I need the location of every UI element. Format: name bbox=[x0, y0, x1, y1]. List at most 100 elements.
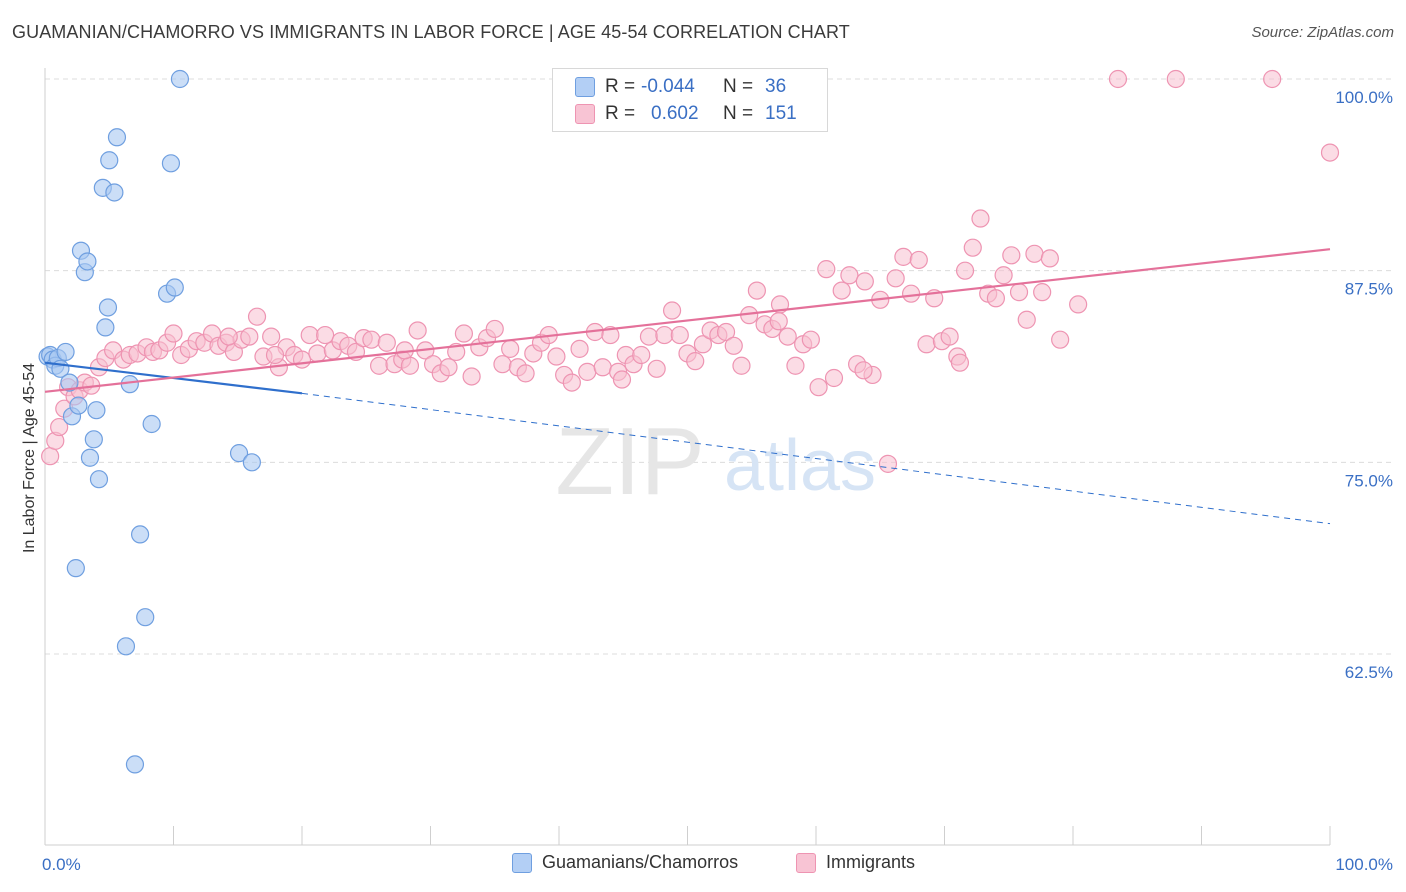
guamanian-point bbox=[105, 183, 124, 202]
immigrants-point bbox=[50, 417, 69, 437]
bottom-legend-label-guamanian: Guamanians/Chamorros bbox=[542, 852, 739, 872]
guamanian-point bbox=[78, 252, 97, 271]
immigrants-point bbox=[1002, 246, 1021, 265]
immigrants-point bbox=[647, 359, 666, 378]
immigrants-point bbox=[439, 358, 458, 377]
immigrants-point bbox=[593, 358, 612, 377]
legend-n-value: 36 bbox=[765, 76, 787, 97]
immigrants-point bbox=[670, 325, 689, 345]
immigrants-point bbox=[716, 322, 736, 342]
immigrants-point bbox=[516, 364, 535, 383]
watermark-atlas: atlas bbox=[724, 426, 876, 506]
watermark: ZIP atlas bbox=[555, 408, 876, 515]
immigrants-point bbox=[886, 269, 905, 288]
immigrants-point bbox=[262, 327, 281, 346]
immigrants-point bbox=[1108, 69, 1128, 89]
x-tick-label: 100.0% bbox=[1335, 855, 1393, 874]
guamanian-point bbox=[229, 444, 249, 463]
guamanian-point bbox=[107, 128, 127, 147]
guamanian-point bbox=[165, 278, 184, 297]
immigrants-point bbox=[778, 327, 797, 346]
immigrants-point bbox=[1025, 244, 1044, 263]
legend-r-value: 0.602 bbox=[651, 103, 699, 124]
guamanian-point bbox=[130, 525, 150, 544]
immigrants-point bbox=[370, 356, 389, 375]
immigrants-point bbox=[855, 272, 874, 291]
immigrants-point bbox=[1320, 143, 1340, 162]
immigrants-point bbox=[878, 454, 898, 473]
immigrants-point bbox=[950, 353, 970, 372]
immigrants-point bbox=[501, 339, 520, 358]
immigrants-point bbox=[809, 378, 828, 397]
guamanian-point bbox=[60, 373, 79, 392]
bottom-legend-swatch-pink bbox=[796, 852, 816, 873]
immigrants-point bbox=[570, 339, 589, 358]
immigrants-point bbox=[724, 336, 743, 355]
immigrants-point bbox=[41, 447, 60, 466]
guamanian-point bbox=[87, 401, 106, 420]
y-axis-label: In Labor Force | Age 45-54 bbox=[21, 362, 38, 554]
immigrants-point bbox=[824, 368, 844, 388]
immigrants-point bbox=[686, 352, 705, 371]
guamanian-point bbox=[170, 69, 190, 89]
guamanian-point bbox=[161, 154, 181, 173]
immigrants-point bbox=[632, 345, 651, 365]
immigrants-point bbox=[801, 330, 820, 349]
immigrants-point bbox=[832, 281, 851, 300]
immigrants-point bbox=[454, 324, 474, 343]
guamanian-point bbox=[136, 608, 155, 627]
legend-n-value: 151 bbox=[765, 103, 797, 124]
legend-r-value: -0.044 bbox=[641, 76, 695, 97]
legend-n-label: N = bbox=[723, 76, 754, 97]
immigrants-point bbox=[1017, 310, 1036, 329]
immigrants-point bbox=[639, 327, 659, 346]
y-tick-label: 100.0% bbox=[1335, 88, 1393, 107]
immigrants-point bbox=[164, 324, 183, 343]
guamanian-point bbox=[98, 298, 118, 317]
immigrants-point bbox=[601, 325, 620, 345]
immigrants-point bbox=[578, 362, 597, 381]
immigrants-point bbox=[408, 321, 427, 340]
immigrants-point bbox=[1040, 249, 1059, 268]
immigrants-point bbox=[655, 325, 674, 345]
immigrants-point bbox=[362, 330, 381, 349]
immigrants-point bbox=[612, 370, 632, 389]
immigrants-point bbox=[1263, 69, 1282, 89]
immigrants-point bbox=[400, 356, 420, 375]
immigrants-point bbox=[732, 356, 751, 375]
immigrants-point bbox=[963, 238, 982, 257]
guamanian-point bbox=[125, 755, 145, 774]
guamanian-point bbox=[84, 430, 103, 449]
immigrants-point bbox=[769, 312, 788, 331]
y-tick-label: 75.0% bbox=[1345, 471, 1393, 490]
immigrants-point bbox=[547, 347, 566, 366]
guamanian-point bbox=[116, 637, 136, 656]
bottom-legend-guamanian: Guamanians/Chamorros bbox=[512, 852, 738, 873]
immigrants-point bbox=[786, 356, 805, 375]
immigrants-point bbox=[909, 250, 928, 270]
guamanian-points bbox=[38, 69, 261, 774]
immigrants-point bbox=[971, 209, 990, 228]
grid-layer bbox=[45, 78, 1394, 655]
immigrants-point bbox=[747, 281, 766, 300]
immigrants-point bbox=[817, 260, 836, 279]
immigrants-point bbox=[219, 327, 238, 346]
legend-row-immigrants: R = 0.602 N = 151 bbox=[575, 101, 797, 127]
immigrants-point bbox=[300, 325, 319, 345]
immigrants-point bbox=[955, 261, 975, 280]
immigrants-point bbox=[854, 361, 873, 380]
immigrants-point bbox=[1051, 330, 1070, 349]
immigrants-point bbox=[562, 373, 581, 392]
immigrants-point bbox=[1009, 283, 1029, 302]
immigrants-point bbox=[693, 335, 713, 354]
immigrants-point bbox=[308, 344, 327, 363]
legend-n-label: N = bbox=[723, 103, 754, 124]
immigrants-point bbox=[462, 367, 481, 386]
immigrants-point bbox=[247, 307, 267, 326]
x-tick-label: 0.0% bbox=[42, 855, 81, 874]
legend-swatch-blue bbox=[575, 77, 595, 97]
bottom-legend-immigrants: Immigrants bbox=[796, 852, 915, 873]
y-tick-label: 87.5% bbox=[1345, 280, 1393, 299]
